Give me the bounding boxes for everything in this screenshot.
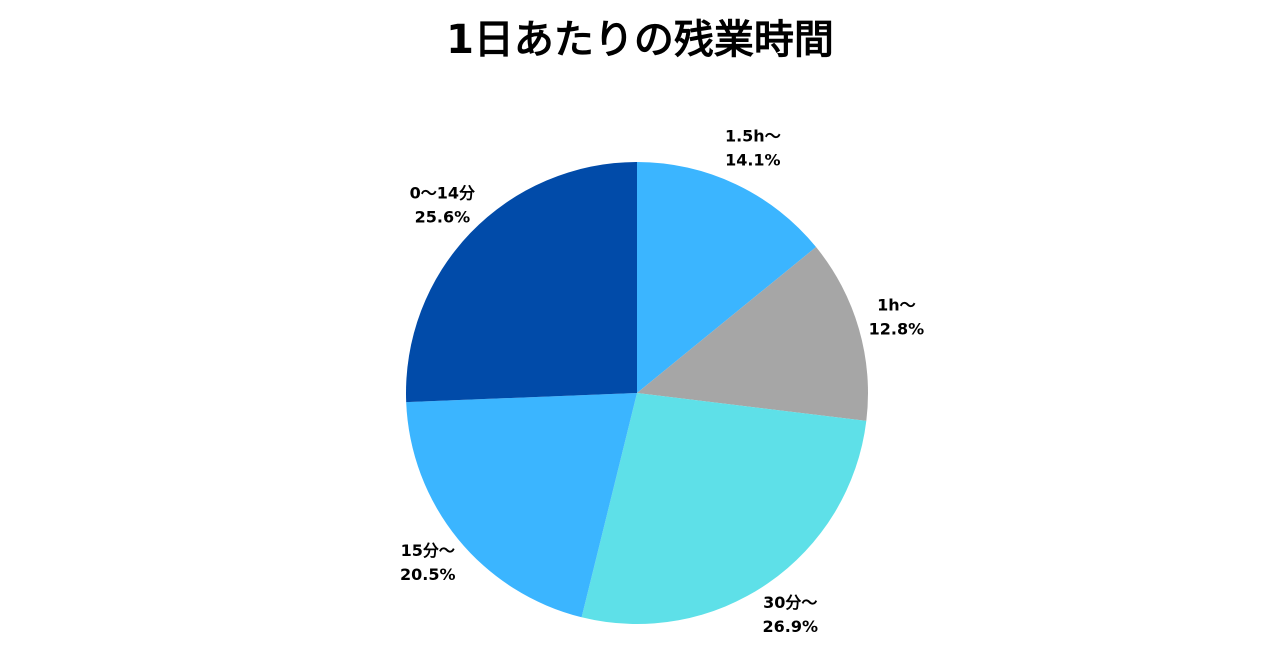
slice-value-label: 25.6% xyxy=(415,207,471,226)
chart-title: 1日あたりの残業時間 xyxy=(446,17,834,63)
slice-label: 0〜14分 xyxy=(410,183,475,202)
slice-value-label: 26.9% xyxy=(763,617,819,636)
pie-slice xyxy=(581,393,867,625)
slice-value-label: 20.5% xyxy=(400,565,456,584)
slice-label: 1.5h〜 xyxy=(725,127,781,146)
pie-slice xyxy=(637,247,868,421)
pie-slice xyxy=(637,162,817,393)
slice-label: 30分〜 xyxy=(763,593,817,612)
pie-slice xyxy=(406,393,637,618)
slice-label: 15分〜 xyxy=(401,541,455,560)
slice-value-label: 14.1% xyxy=(725,151,781,170)
slice-label: 1h〜 xyxy=(877,296,916,315)
pie-slice xyxy=(405,161,637,403)
slice-value-label: 12.8% xyxy=(869,320,925,339)
